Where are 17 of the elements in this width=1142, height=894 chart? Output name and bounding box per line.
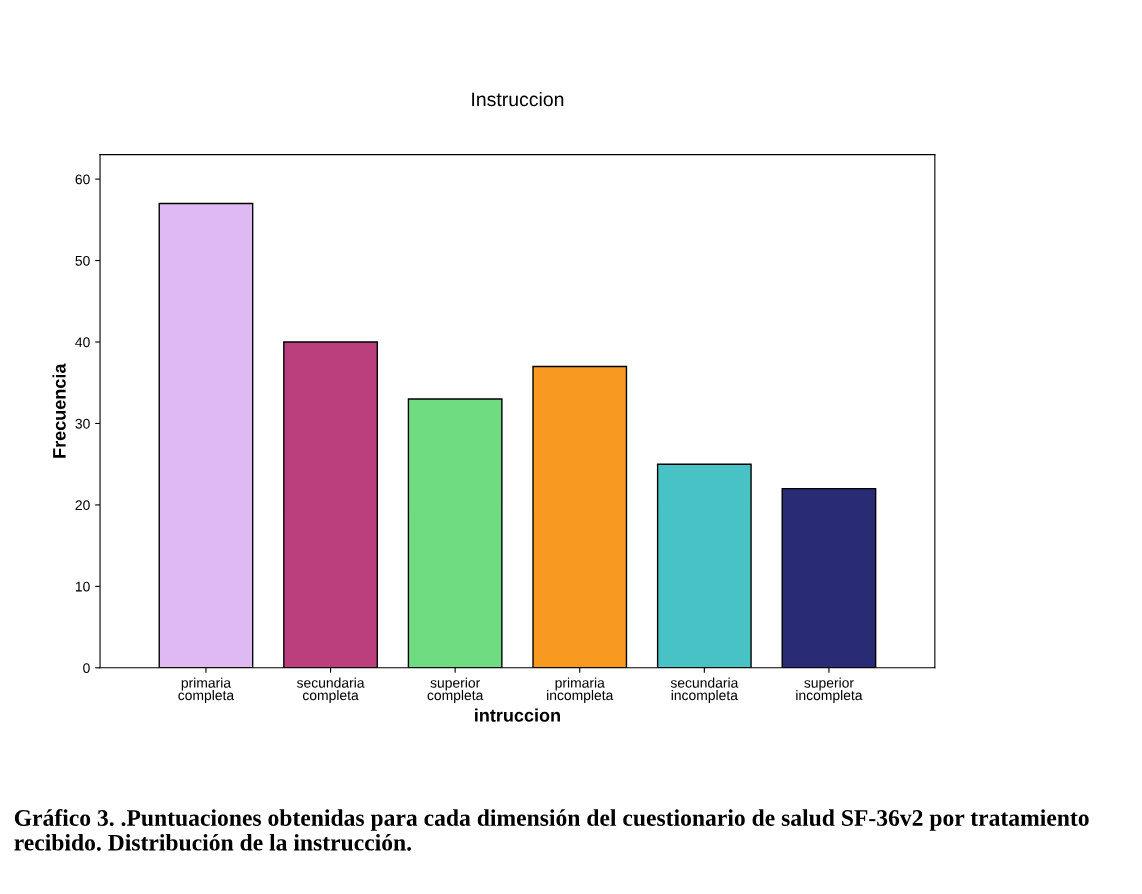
x-tick-label: secundaria incompleta <box>670 677 739 703</box>
x-tick-label: primaria incompleta <box>547 677 614 703</box>
x-tick-label: secundaria completa <box>296 677 365 703</box>
text: Gráfico 3. .Puntuaciones obtenidas para cada dimensión del cuestionario de salud SF-36v2 por tratamiento recibido. Distribución de la instrucción. <box>14 809 1089 851</box>
chart-title: Instruccion <box>472 91 564 107</box>
x-tick-label: superior completa <box>427 677 484 703</box>
y-axis-title: Frecuencia <box>52 363 66 458</box>
y-tick-label: 20 <box>75 500 90 511</box>
x-tick-label: primaria completa <box>178 677 235 703</box>
y-tick-label: 50 <box>75 255 90 266</box>
y-tick-label: 60 <box>75 174 90 185</box>
y-tick-label: 10 <box>75 581 90 592</box>
y-tick-label: 0 <box>83 663 90 673</box>
y-tick-label: 30 <box>75 418 90 429</box>
y-tick-label: 40 <box>75 337 90 348</box>
x-tick-label: superior incompleta <box>796 677 863 703</box>
x-axis-title: intruccion <box>475 708 560 722</box>
